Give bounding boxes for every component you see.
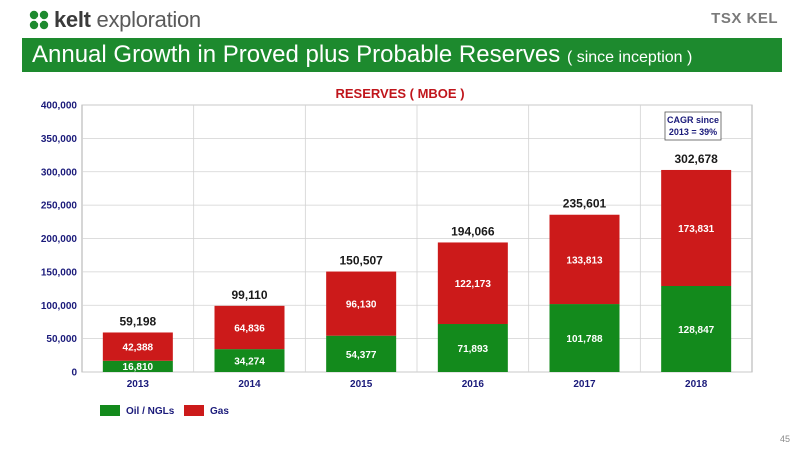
- bar-oil: [661, 285, 732, 372]
- x-tick-label: 2014: [238, 379, 261, 390]
- oil-value-label: 34,274: [234, 357, 265, 368]
- title-bar: Annual Growth in Proved plus Probable Re…: [22, 38, 782, 72]
- oil-value-label: 54,377: [346, 350, 377, 361]
- y-tick-label: 150,000: [41, 267, 78, 278]
- bar-gas: [437, 242, 508, 325]
- total-value-label: 302,678: [674, 152, 718, 166]
- cagr-line-1: CAGR since: [667, 115, 719, 125]
- y-tick-label: 350,000: [41, 134, 78, 145]
- logo-text: kelt exploration: [54, 7, 201, 32]
- total-value-label: 59,198: [119, 314, 156, 328]
- legend-swatch-gas: [184, 405, 204, 416]
- bar-oil: [437, 324, 508, 372]
- bar-oil: [549, 304, 620, 372]
- legend-label-gas: Gas: [210, 406, 229, 417]
- bar-gas: [661, 169, 732, 286]
- bar-gas: [326, 271, 397, 336]
- total-value-label: 99,110: [231, 288, 267, 302]
- cagr-box: [664, 111, 722, 141]
- y-tick-label: 200,000: [41, 234, 78, 245]
- y-tick-label: 100,000: [41, 301, 78, 312]
- y-tick-label: 400,000: [41, 101, 78, 112]
- kelt-logo: kelt exploration: [28, 6, 201, 34]
- total-value-label: 150,507: [339, 254, 383, 268]
- gas-value-label: 42,388: [123, 343, 154, 354]
- chart-title: RESERVES ( MBOE ): [335, 86, 464, 101]
- x-tick-label: 2013: [127, 379, 150, 390]
- bar-gas: [102, 332, 173, 361]
- y-tick-label: 0: [71, 368, 77, 379]
- gas-value-label: 133,813: [566, 255, 603, 266]
- page-number: 45: [779, 434, 790, 444]
- total-value-label: 194,066: [451, 224, 495, 238]
- oil-value-label: 101,788: [566, 334, 603, 345]
- oil-value-label: 16,810: [123, 362, 154, 373]
- oil-value-label: 71,893: [458, 344, 489, 355]
- kelt-logo-icon: [29, 10, 49, 30]
- legend: Oil / NGLs Gas: [100, 405, 229, 417]
- y-tick-label: 50,000: [46, 334, 77, 345]
- bar-oil: [102, 360, 173, 372]
- gas-value-label: 173,831: [678, 224, 715, 235]
- y-tick-label: 250,000: [41, 201, 78, 212]
- legend-swatch-oil: [100, 405, 120, 416]
- cagr-annotation: CAGR since 2013 = 39%: [664, 111, 722, 141]
- total-value-label: 235,601: [563, 197, 607, 211]
- x-tick-label: 2015: [350, 379, 373, 390]
- x-tick-label: 2018: [685, 379, 708, 390]
- exchange-mark: TSX KEL: [711, 10, 778, 27]
- y-tick-label: 300,000: [41, 167, 78, 178]
- bar-gas: [214, 305, 285, 350]
- bar-gas: [549, 214, 620, 305]
- gas-value-label: 96,130: [346, 300, 377, 311]
- gas-value-label: 122,173: [455, 279, 492, 290]
- bar-oil: [326, 335, 397, 372]
- x-tick-label: 2017: [573, 379, 596, 390]
- page-title: Annual Growth in Proved plus Probable Re…: [32, 41, 693, 68]
- oil-value-label: 128,847: [678, 325, 715, 336]
- legend-label-oil: Oil / NGLs: [126, 406, 175, 417]
- bar-oil: [214, 349, 285, 372]
- cagr-line-2: 2013 = 39%: [669, 127, 717, 137]
- gas-value-label: 64,836: [234, 323, 265, 334]
- x-tick-label: 2016: [462, 379, 485, 390]
